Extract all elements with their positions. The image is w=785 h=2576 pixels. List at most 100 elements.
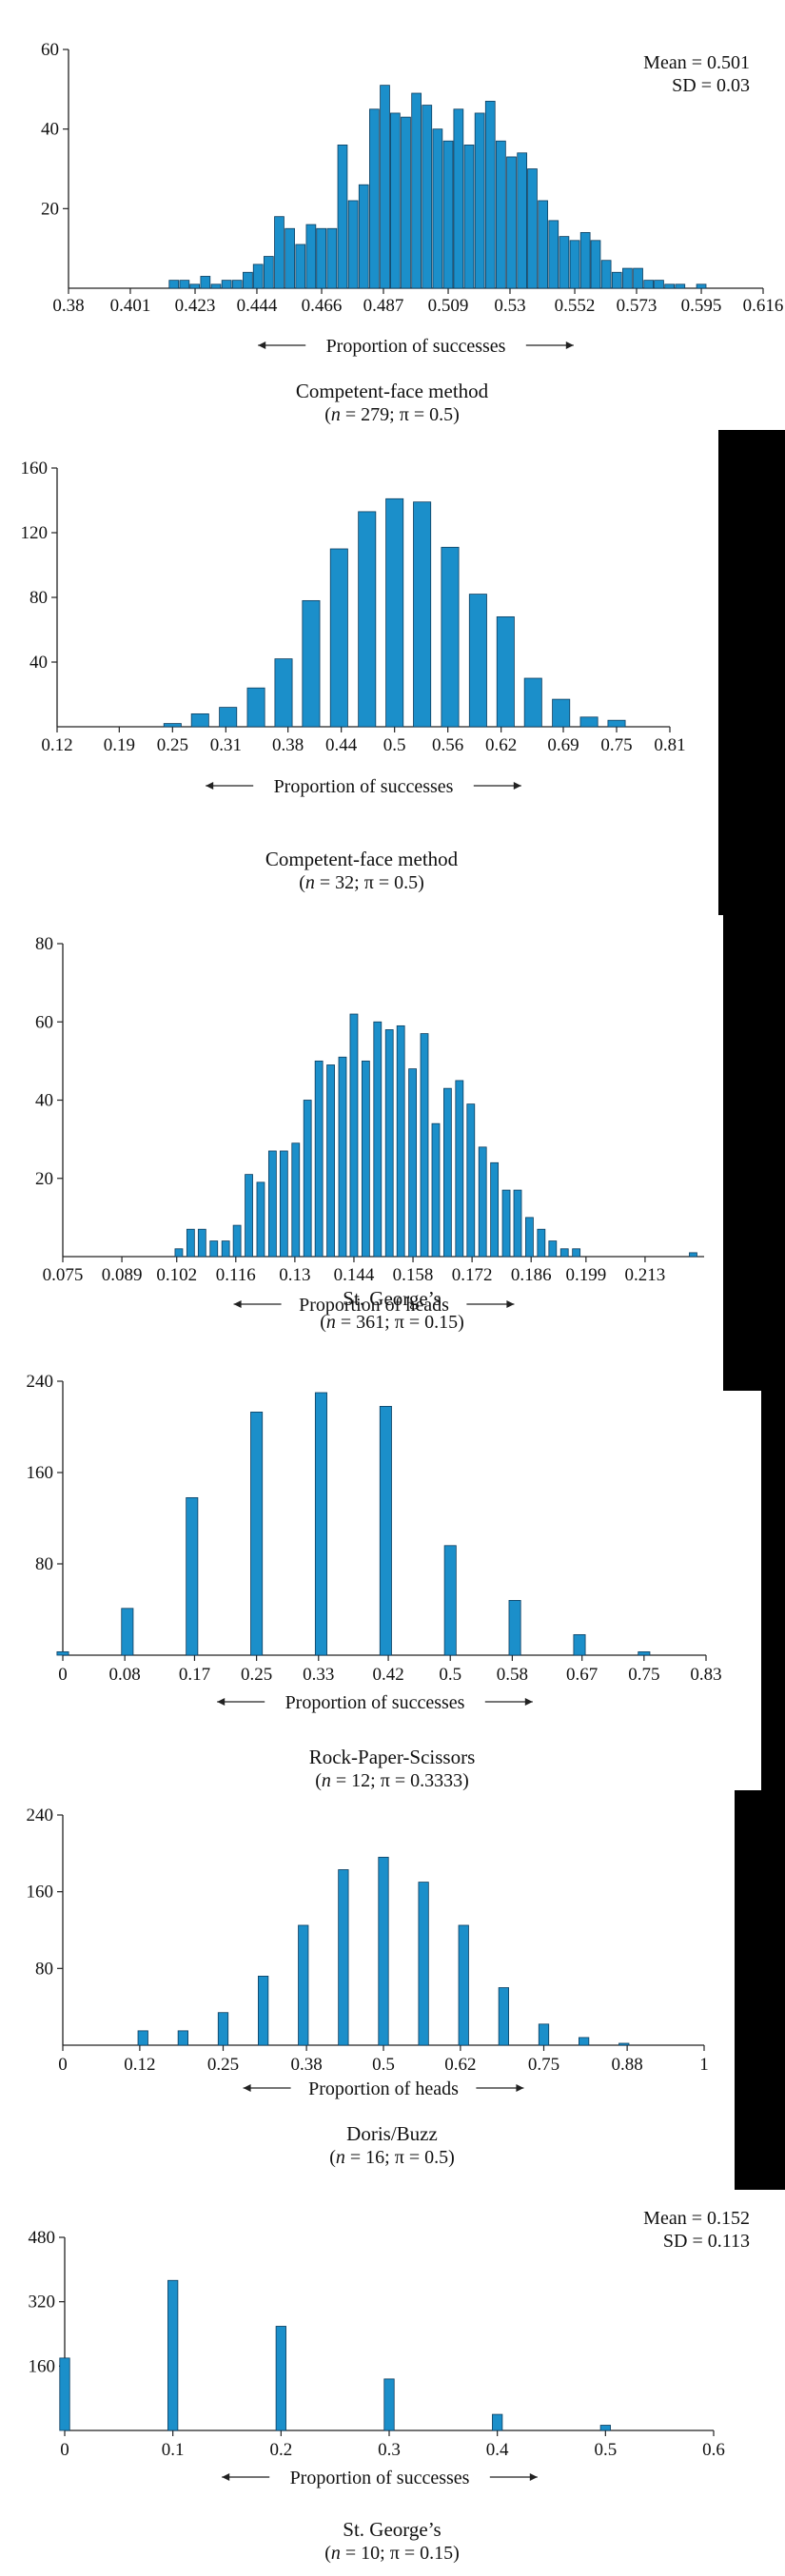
bar [689,1252,697,1258]
bar [664,283,675,289]
bar [186,1228,195,1258]
left-arrow-icon [243,2084,251,2092]
bar [513,1189,522,1258]
bar [316,227,327,289]
y-tick-label: 60 [41,40,59,60]
bar [572,1248,581,1258]
x-tick-label: 0.58 [497,1665,528,1685]
x-tick-label: 1 [699,2055,709,2075]
x-tick-label: 0.56 [432,735,463,755]
bar [385,498,404,728]
x-axis-label: Proportion of successes [285,1692,465,1713]
bar [243,271,253,289]
x-tick-label: 0.4 [486,2440,509,2460]
bar [314,1060,324,1258]
bar [408,1068,417,1258]
x-axis-label: Proportion of successes [326,336,506,357]
bar [274,658,293,728]
bar [252,263,264,289]
chart-panel-rock-paper-scissors: Rock-Paper-Scissors 80 160 240 0 0.08 0.17 0.2… [27,1372,722,1791]
bar [303,1100,312,1258]
y-tick-label: 120 [21,523,49,543]
y-tick-label: 60 [35,1012,53,1032]
bar [525,1217,534,1258]
bar [373,1021,383,1258]
left-arrow-icon [217,1698,226,1706]
bar [285,227,295,289]
x-tick-label: 0.69 [547,735,579,755]
bar [379,1406,392,1656]
bar [498,1987,509,2046]
x-tick-label: 0.144 [334,1265,375,1285]
chart-title: Rock-Paper-Scissors [309,1746,476,1768]
chart-subtitle: (n = 10; π = 0.15) [324,2543,460,2564]
y-tick-label: 160 [29,2356,56,2376]
bar [263,256,274,289]
bar [380,85,390,289]
bar [496,140,506,289]
chart-title: St. George’s [343,2518,441,2541]
bar [573,1633,586,1656]
y-tick-label: 80 [35,934,53,954]
bar [168,280,180,289]
x-tick-label: 0.158 [393,1265,434,1285]
chart-panel-doris-buzz: Doris/Buzz 80 160 240 0 0.12 0.25 0.38 0.5 0.62 0… [27,1805,709,2168]
x-tick-label: 0.75 [600,735,632,755]
x-tick-label: 0.552 [555,296,596,316]
x-tick-label: 0.423 [175,296,216,316]
y-tick-label: 20 [41,199,59,219]
x-tick-label: 0 [58,1665,68,1685]
bar [569,240,580,289]
y-tick-label: 160 [27,1883,54,1903]
bar [275,2326,286,2431]
bar [466,1103,476,1258]
bar [279,1150,288,1258]
bar [422,105,433,289]
bar [548,1240,558,1258]
y-tick-label: 240 [27,1805,54,1825]
y-tick-label: 160 [21,459,49,478]
x-tick-label: 0.31 [210,735,242,755]
bar [267,1150,277,1258]
bar [523,677,542,728]
bar [177,2030,188,2046]
x-tick-label: 0.3 [378,2440,401,2460]
left-arrow-icon [258,342,266,349]
bar [256,1181,265,1258]
y-tick-label: 480 [29,2228,56,2248]
bar [579,232,591,289]
x-tick-label: 0.573 [617,296,657,316]
x-tick-label: 0 [60,2440,69,2460]
bar [468,594,487,728]
x-tick-label: 0.509 [428,296,469,316]
right-arrow-icon [506,1300,515,1308]
x-tick-label: 0.5 [594,2440,617,2460]
left-arrow-icon [206,782,214,790]
chart-title: Doris/Buzz [346,2122,438,2145]
bar [121,1608,134,1656]
bar [298,1924,309,2046]
bar [326,227,338,289]
bar [274,216,285,289]
x-tick-label: 0.42 [372,1665,403,1685]
bar [186,1496,199,1656]
x-tick-label: 0.88 [611,2055,642,2075]
stats-label: SD = 0.113 [663,2231,750,2252]
x-tick-label: 0.213 [625,1265,666,1285]
chart-subtitle: (n = 16; π = 0.5) [329,2147,455,2168]
right-arrow-icon [529,2473,538,2481]
bar [163,723,182,728]
y-tick-label: 40 [29,653,48,673]
x-axis-label: Proportion of successes [274,776,454,797]
bar [548,220,559,289]
bar [189,283,201,289]
chart-panel-st-georges-10: St. George’s 160 320 480 0 0.1 0.2 0.3 0.4 0.5 0.… [29,2208,751,2564]
chart-title: Competent-face method [296,380,489,402]
bar [56,1650,69,1656]
x-tick-label: 0.12 [41,735,72,755]
bar [167,2279,179,2431]
x-tick-label: 0.83 [690,1665,721,1685]
bar [443,1087,452,1258]
x-tick-label: 0.19 [104,735,135,755]
x-tick-label: 0.25 [207,2055,239,2075]
